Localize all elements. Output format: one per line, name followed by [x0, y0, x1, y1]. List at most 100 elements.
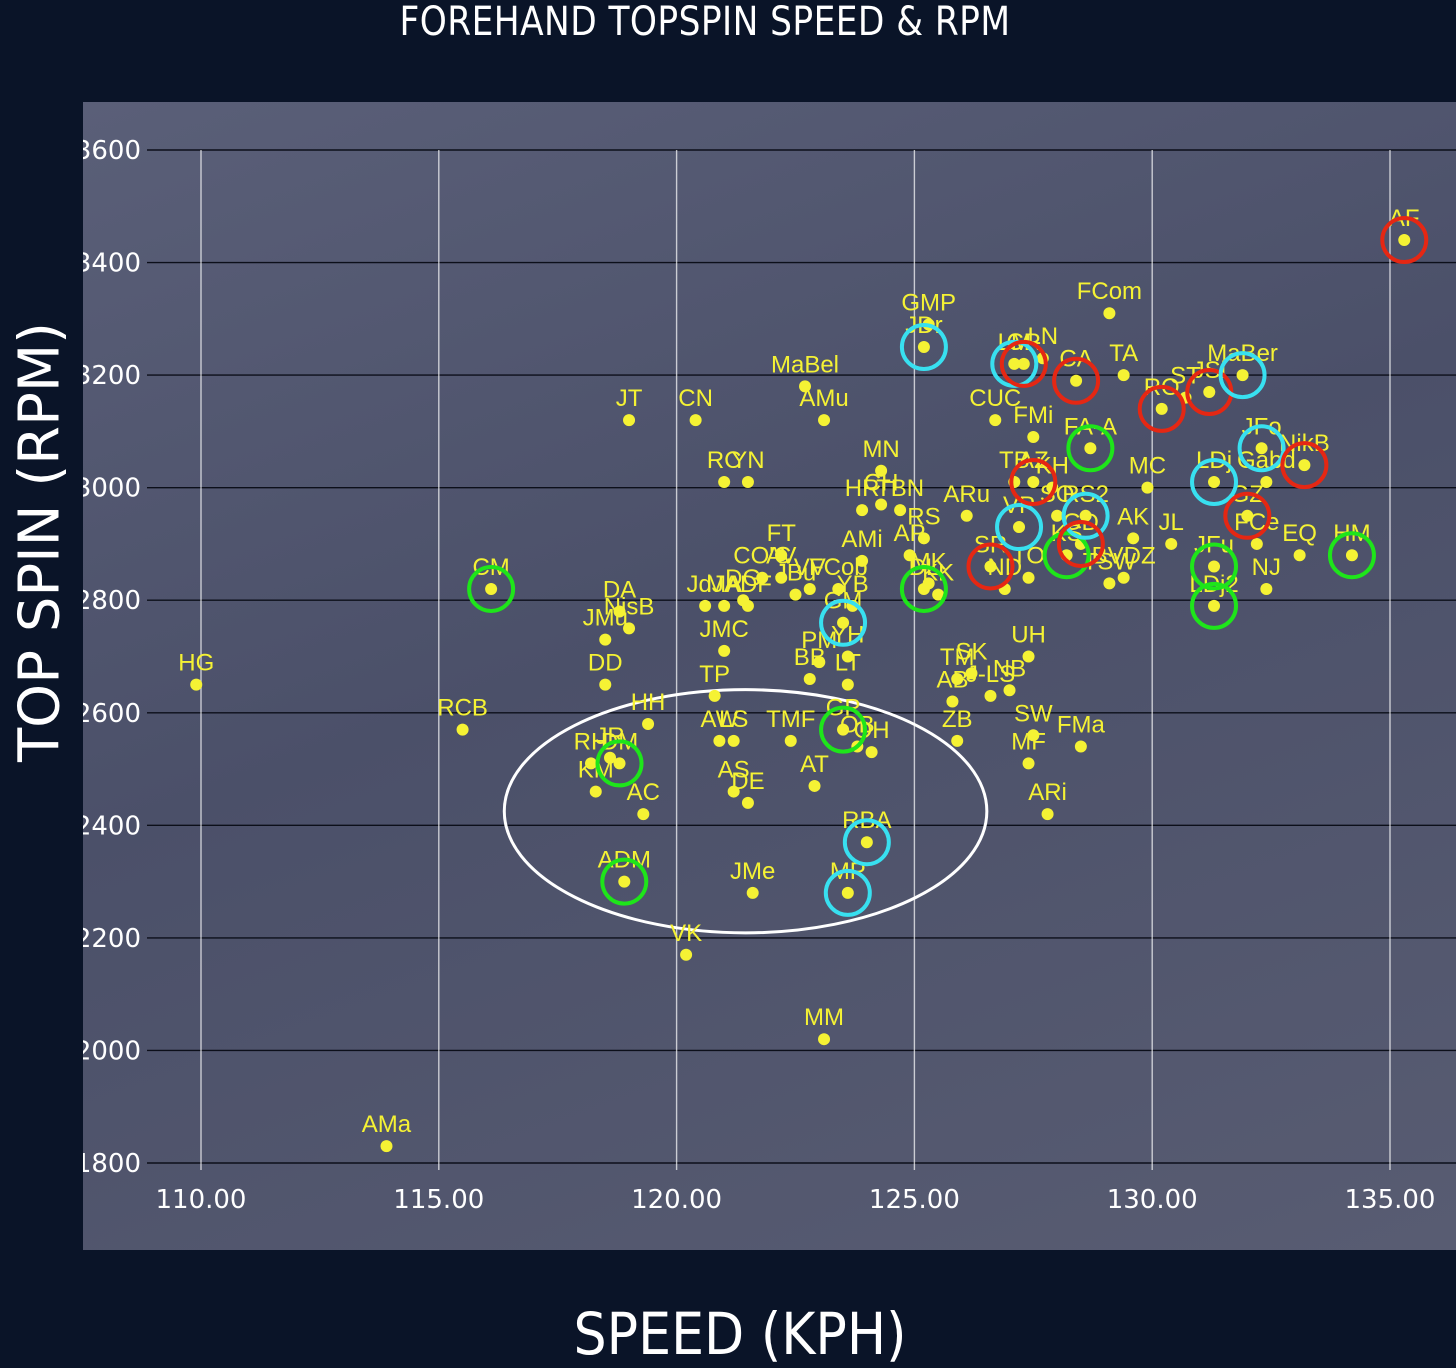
data-point	[917, 582, 930, 595]
data-point	[1103, 307, 1116, 320]
data-point	[1103, 577, 1116, 590]
highlight-circle-cyan	[1190, 458, 1239, 507]
point-label: LT	[835, 650, 862, 677]
highlight-circle-green	[1066, 424, 1115, 473]
data-point	[756, 571, 769, 584]
point-label: DA	[603, 576, 636, 603]
point-label: DD	[588, 650, 623, 677]
highlight-circles	[467, 216, 1429, 917]
point-label: RS	[907, 503, 940, 530]
data-point	[837, 616, 850, 629]
data-point	[1165, 537, 1178, 550]
point-label: JMC	[699, 616, 748, 643]
point-label: TBN	[876, 475, 924, 502]
y-tick-label: 2400	[83, 811, 141, 841]
highlight-circle-cyan	[995, 503, 1044, 552]
data-point	[894, 504, 907, 517]
data-point	[917, 340, 930, 353]
point-label: MA	[706, 571, 742, 598]
data-point	[623, 414, 636, 427]
data-point	[946, 695, 959, 708]
highlight-circle-cyan	[1237, 424, 1286, 473]
point-label: BB	[794, 644, 826, 671]
point-label: ARi	[1028, 779, 1067, 806]
point-label: JBu	[775, 560, 816, 587]
data-point	[808, 779, 821, 792]
point-label: FMa	[1057, 712, 1106, 739]
data-point	[841, 650, 854, 663]
data-point	[1041, 808, 1054, 821]
data-point	[623, 622, 636, 635]
highlight-circle-green	[1190, 542, 1239, 591]
highlight-circle-cyan	[819, 598, 868, 647]
data-point	[875, 464, 888, 477]
data-point	[1208, 560, 1221, 573]
point-label: YB	[837, 571, 869, 598]
data-point	[1008, 357, 1021, 370]
data-point	[741, 476, 754, 489]
point-label: HR	[845, 475, 880, 502]
point-label: VK	[670, 920, 702, 947]
point-label: VV	[794, 554, 826, 581]
data-point	[965, 667, 978, 680]
highlight-circle-red	[1380, 216, 1429, 265]
x-tick-label: 130.00	[1107, 1185, 1198, 1215]
y-tick-label: 2600	[83, 699, 141, 729]
point-label: TA	[1109, 340, 1138, 367]
data-point	[1398, 234, 1411, 247]
point-label: CN	[678, 385, 713, 412]
point-label: ZB	[942, 706, 973, 733]
data-point	[190, 678, 203, 691]
data-point	[741, 796, 754, 809]
point-label: JL	[1159, 509, 1184, 536]
x-tick-label: 110.00	[156, 1185, 247, 1215]
point-label: DE	[731, 768, 764, 795]
data-point	[1027, 431, 1040, 444]
data-point	[932, 588, 945, 601]
point-label: FCom	[1077, 278, 1142, 305]
data-point	[599, 633, 612, 646]
data-point	[689, 414, 702, 427]
point-label: CUC	[969, 385, 1021, 412]
point-label: J-LS	[966, 661, 1015, 688]
point-label: JMe	[730, 858, 775, 885]
highlight-circle-green	[1190, 581, 1239, 630]
point-label: JMu	[583, 605, 628, 632]
x-tick-label: 125.00	[869, 1185, 960, 1215]
y-tick-label: 2000	[83, 1036, 141, 1066]
data-point	[818, 1033, 831, 1046]
highlight-circle-green	[467, 564, 516, 613]
point-label: ARu	[943, 481, 990, 508]
point-label: EQ	[1282, 520, 1317, 547]
data-point	[841, 678, 854, 691]
data-point	[1141, 481, 1154, 494]
data-point	[1022, 757, 1035, 770]
data-point	[1117, 571, 1130, 584]
point-label: GMP	[901, 289, 956, 316]
highlight-circle-green	[595, 739, 644, 788]
point-label: FMi	[1013, 402, 1053, 429]
data-point	[1117, 369, 1130, 382]
data-point	[718, 476, 731, 489]
data-point	[1208, 599, 1221, 612]
point-label: TMF	[766, 706, 815, 733]
data-point	[718, 599, 731, 612]
point-label: NJ	[1252, 554, 1281, 581]
data-point	[917, 532, 930, 545]
data-point	[1003, 684, 1016, 697]
y-tick-label: 3400	[83, 249, 141, 279]
point-label: MN	[862, 436, 899, 463]
tick-labels: 1800 2000 2200 2400 2600 2800 3000 3200 3400 3600…	[83, 136, 1435, 1215]
highlight-circle-red	[1223, 491, 1272, 540]
data-point	[1255, 442, 1268, 455]
data-point	[713, 734, 726, 747]
data-point	[1260, 476, 1273, 489]
point-label: LN	[1027, 323, 1058, 350]
data-point	[960, 509, 973, 522]
data-point	[1022, 650, 1035, 663]
data-point	[865, 746, 878, 759]
point-label: MK	[911, 548, 947, 575]
data-point	[1241, 509, 1254, 522]
point-label: JdJ	[686, 571, 723, 598]
highlight-circle-cyan	[823, 868, 872, 917]
